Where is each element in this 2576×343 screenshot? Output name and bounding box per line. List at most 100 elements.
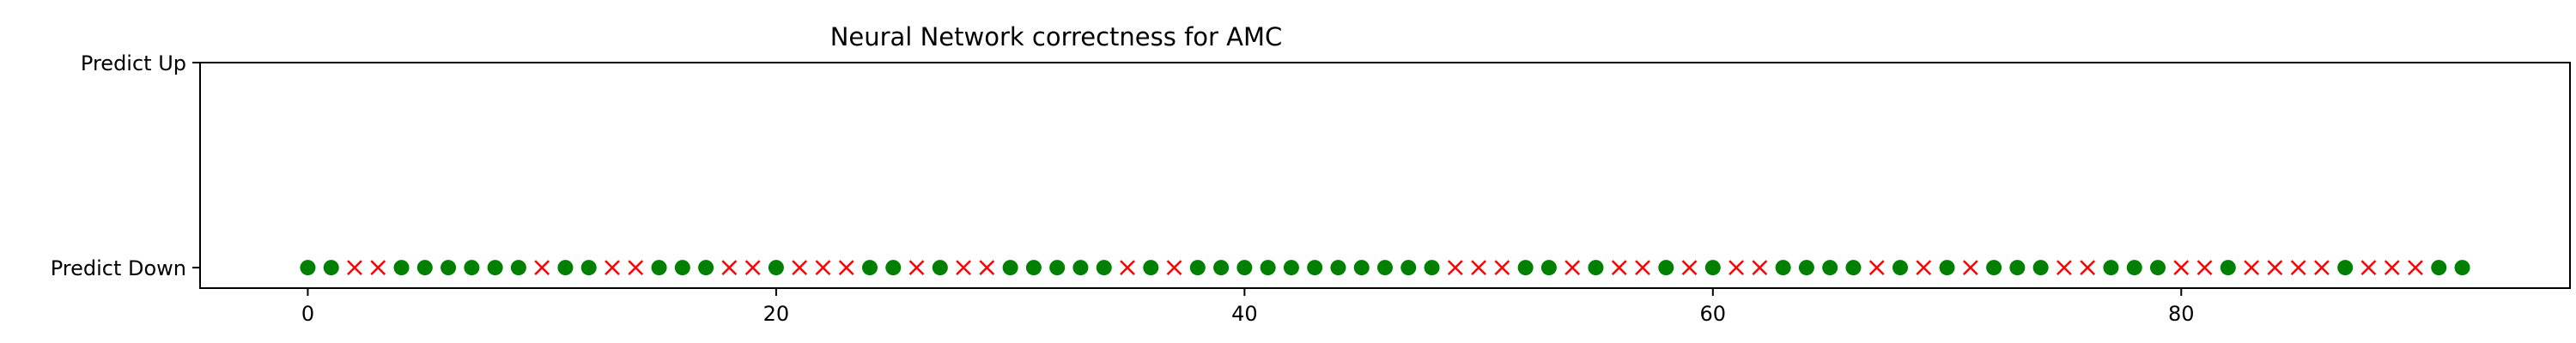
incorrect-prediction-point	[2384, 260, 2400, 275]
correct-prediction-point	[1025, 260, 1042, 276]
correct-prediction-point	[1096, 260, 1112, 276]
correct-prediction-point	[1822, 260, 1838, 276]
correct-prediction-point	[1236, 260, 1253, 276]
incorrect-prediction-point	[1916, 260, 1932, 275]
correct-prediction-point	[885, 260, 902, 276]
correct-prediction-point	[1893, 260, 1908, 276]
correct-prediction-point	[768, 260, 784, 276]
incorrect-prediction-point	[2290, 260, 2306, 275]
incorrect-prediction-point	[838, 260, 854, 275]
incorrect-prediction-point	[2244, 260, 2259, 275]
correct-prediction-point	[1260, 260, 1276, 276]
correct-prediction-point	[464, 260, 480, 276]
incorrect-prediction-point	[628, 260, 644, 275]
correct-prediction-point	[1049, 260, 1066, 276]
correct-prediction-point	[1939, 260, 1955, 276]
correct-prediction-point	[393, 260, 410, 276]
correct-prediction-point	[1283, 260, 1299, 276]
correct-prediction-point	[1845, 260, 1862, 276]
incorrect-prediction-point	[744, 260, 761, 275]
incorrect-prediction-point	[2314, 260, 2330, 275]
incorrect-prediction-point	[956, 260, 971, 275]
correct-prediction-point	[2032, 260, 2049, 276]
incorrect-prediction-point	[908, 260, 925, 275]
correct-prediction-point	[1002, 260, 1018, 276]
correct-prediction-point	[1330, 260, 1346, 276]
x-axis: 0 20 40 60 80	[301, 288, 2195, 326]
correct-prediction-point	[932, 260, 948, 276]
correct-prediction-point	[1072, 260, 1089, 276]
correct-prediction-point	[1213, 260, 1230, 276]
y-axis: Predict Down Predict Up	[51, 51, 200, 280]
correct-prediction-point	[580, 260, 597, 276]
correct-prediction-point	[557, 260, 574, 276]
correct-prediction-point	[1517, 260, 1534, 276]
correct-prediction-point	[1588, 260, 1604, 276]
incorrect-prediction-point	[1611, 260, 1627, 275]
incorrect-prediction-point	[347, 260, 362, 275]
correct-prediction-point	[1189, 260, 1206, 276]
x-tick-label: 40	[1231, 302, 1258, 326]
incorrect-prediction-point	[1494, 260, 1510, 275]
incorrect-prediction-point	[2080, 260, 2096, 275]
incorrect-prediction-point	[721, 260, 738, 275]
correct-prediction-point	[2431, 260, 2447, 276]
correct-prediction-point	[416, 260, 433, 276]
incorrect-prediction-point	[1681, 260, 1698, 275]
incorrect-prediction-point	[1635, 260, 1650, 275]
plot-area-frame	[199, 62, 2571, 289]
incorrect-prediction-point	[2408, 260, 2423, 275]
correct-prediction-point	[2337, 260, 2354, 276]
correct-prediction-point	[2126, 260, 2142, 276]
incorrect-prediction-point	[1166, 260, 1182, 275]
incorrect-prediction-point	[979, 260, 995, 275]
incorrect-prediction-point	[2360, 260, 2377, 275]
correct-prediction-point	[510, 260, 526, 276]
correct-prediction-point	[440, 260, 457, 276]
correct-prediction-point	[2220, 260, 2236, 276]
correct-prediction-point	[1704, 260, 1721, 276]
correct-prediction-point	[1377, 260, 1393, 276]
correct-prediction-point	[2009, 260, 2026, 276]
correct-prediction-point	[1307, 260, 1323, 276]
chart-title: Neural Network correctness for AMC	[830, 22, 1283, 51]
incorrect-prediction-point	[2173, 260, 2190, 275]
x-tick-label: 60	[1700, 302, 1727, 326]
correct-prediction-point	[1775, 260, 1791, 276]
incorrect-prediction-point	[1564, 260, 1581, 275]
incorrect-prediction-point	[2267, 260, 2283, 275]
correct-prediction-point	[1986, 260, 2002, 276]
correct-prediction-point	[862, 260, 878, 276]
incorrect-prediction-point	[1120, 260, 1135, 275]
incorrect-prediction-point	[1471, 260, 1486, 275]
incorrect-prediction-point	[1752, 260, 1768, 275]
incorrect-prediction-point	[1447, 260, 1463, 275]
correct-prediction-point	[2103, 260, 2119, 276]
incorrect-prediction-point	[2057, 260, 2072, 275]
correct-prediction-point	[2454, 260, 2470, 276]
x-tick-label: 0	[301, 302, 314, 326]
incorrect-prediction-point	[1868, 260, 1885, 275]
correct-prediction-point	[1424, 260, 1440, 276]
x-tick-label: 20	[763, 302, 790, 326]
incorrect-prediction-point	[2196, 260, 2213, 275]
correct-prediction-point	[651, 260, 667, 276]
incorrect-prediction-point	[370, 260, 386, 275]
incorrect-prediction-point	[605, 260, 620, 275]
incorrect-prediction-point	[1728, 260, 1744, 275]
correct-prediction-point	[487, 260, 503, 276]
correct-prediction-point	[698, 260, 714, 276]
y-tick-label: Predict Up	[81, 51, 186, 75]
correct-prediction-point	[2150, 260, 2166, 276]
correct-prediction-point	[1400, 260, 1417, 276]
correct-prediction-point	[300, 260, 316, 276]
correct-prediction-point	[674, 260, 690, 276]
correct-prediction-point	[1798, 260, 1814, 276]
correct-prediction-point	[1353, 260, 1370, 276]
incorrect-prediction-point	[1962, 260, 1978, 275]
x-tick-label: 80	[2168, 302, 2195, 326]
data-markers	[300, 260, 2470, 276]
correct-prediction-point	[323, 260, 339, 276]
incorrect-prediction-point	[815, 260, 831, 275]
